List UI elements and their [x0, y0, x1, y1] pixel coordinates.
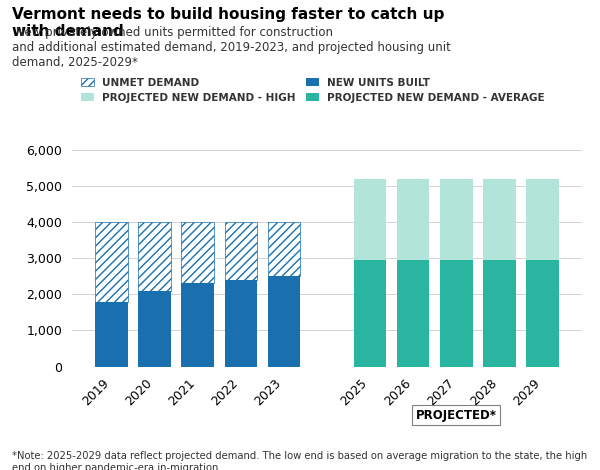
Bar [397, 179, 430, 260]
Bar [484, 260, 515, 367]
Bar [139, 290, 170, 367]
Bar [354, 260, 386, 367]
Bar [526, 260, 559, 367]
Bar [95, 222, 128, 302]
Text: *Note: 2025-2029 data reflect projected demand. The low end is based on average : *Note: 2025-2029 data reflect projected … [12, 451, 587, 470]
Bar [181, 222, 214, 283]
Bar [526, 179, 559, 260]
Bar [139, 222, 170, 290]
Bar [224, 222, 257, 280]
Bar [224, 280, 257, 367]
Bar [268, 222, 300, 276]
Bar [224, 222, 257, 280]
Bar [268, 276, 300, 367]
Bar [268, 222, 300, 276]
Bar [440, 260, 473, 367]
Text: Vermont needs to build housing faster to catch up
with demand: Vermont needs to build housing faster to… [12, 7, 445, 39]
Bar [95, 222, 128, 302]
Bar [354, 179, 386, 260]
Bar [181, 283, 214, 367]
Bar [440, 179, 473, 260]
Legend: UNMET DEMAND, PROJECTED NEW DEMAND - HIGH, NEW UNITS BUILT, PROJECTED NEW DEMAND: UNMET DEMAND, PROJECTED NEW DEMAND - HIG… [77, 73, 549, 107]
Bar [95, 302, 128, 367]
Text: PROJECTED*: PROJECTED* [416, 409, 497, 422]
Text: New privately owned units permitted for construction
and additional estimated de: New privately owned units permitted for … [12, 26, 451, 69]
Bar [397, 260, 430, 367]
Bar [139, 222, 170, 290]
Bar [181, 222, 214, 283]
Bar [484, 179, 515, 260]
